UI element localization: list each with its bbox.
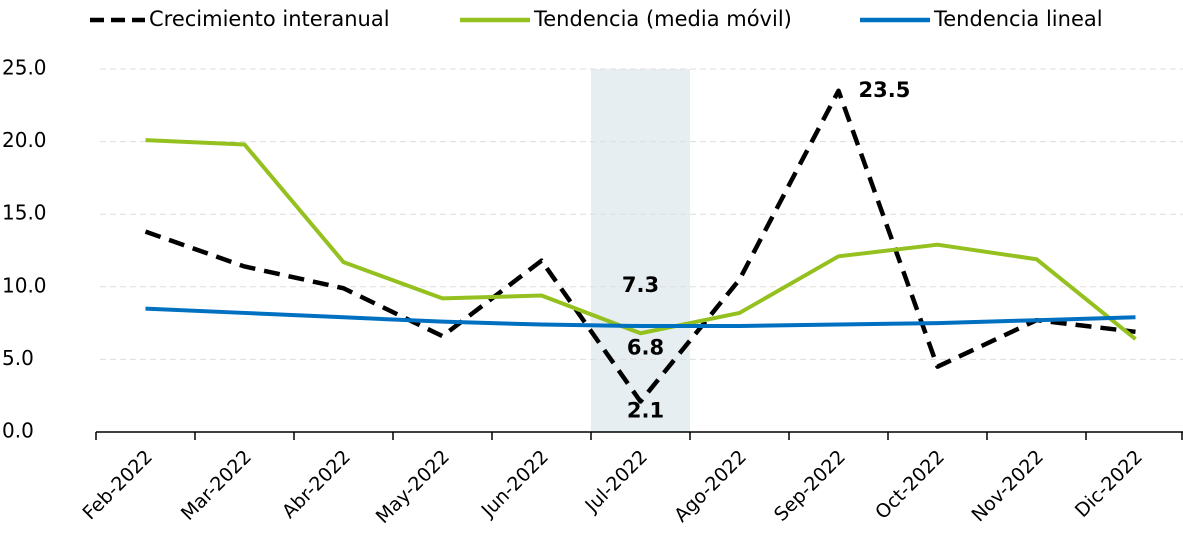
y-tick-label: 10.0 (2, 273, 47, 297)
x-tick-label: Oct-2022 (871, 446, 949, 524)
data-label: 7.3 (622, 273, 659, 297)
x-tick-label: Feb-2022 (79, 446, 157, 524)
y-tick-label: 20.0 (2, 128, 47, 152)
data-label: 2.1 (627, 399, 664, 423)
x-tick-label: Jun-2022 (477, 446, 553, 522)
highlight-band (591, 69, 690, 432)
y-tick-label: 0.0 (2, 419, 34, 443)
x-tick-label: Nov-2022 (967, 446, 1047, 526)
series-line (145, 306, 1136, 329)
x-tick-label: May-2022 (372, 446, 454, 528)
series-line (145, 138, 1137, 341)
y-tick-label: 5.0 (2, 346, 34, 370)
x-tick-label: Mar-2022 (177, 446, 256, 525)
x-tick-label: Abr-2022 (278, 446, 355, 523)
series-line (144, 88, 1136, 404)
x-tick-label: Dic-2022 (1071, 446, 1147, 522)
data-label: 23.5 (859, 78, 911, 102)
y-tick-label: 15.0 (2, 201, 47, 225)
y-tick-label: 25.0 (2, 56, 47, 80)
x-tick-label: Ago-2022 (670, 446, 751, 527)
legend-label: Tendencia lineal (933, 7, 1103, 31)
x-tick-label: Sep-2022 (770, 446, 850, 526)
data-label: 6.8 (627, 335, 664, 359)
x-tick-label: Jul-2022 (580, 446, 652, 518)
legend-label: Crecimiento interanual (149, 7, 390, 31)
legend-label: Tendencia (media móvil) (533, 7, 792, 31)
